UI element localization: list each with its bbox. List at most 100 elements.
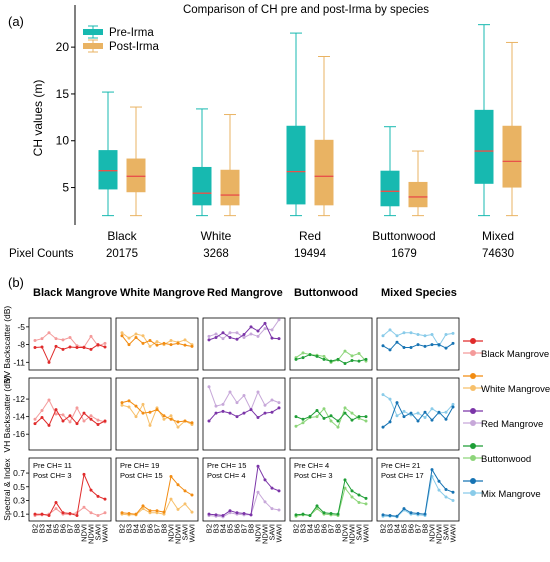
- series-point-post: [148, 423, 152, 427]
- series-point-post: [141, 402, 145, 406]
- x-tick-label: NDVI: [167, 524, 176, 542]
- series-point-post: [47, 331, 51, 335]
- x-tick-label: WAVI: [275, 524, 284, 542]
- series-point-pre: [364, 357, 368, 361]
- series-point-pre: [40, 416, 44, 420]
- series-point-post: [33, 338, 37, 342]
- series-point-pre: [381, 513, 385, 517]
- series-point-post: [277, 508, 281, 512]
- series-point-pre: [364, 496, 368, 500]
- panel-b-label: (b): [8, 275, 24, 290]
- series-point-post: [343, 349, 347, 353]
- series-point-post: [214, 332, 218, 336]
- series-point-pre: [249, 408, 253, 412]
- series-point-post: [402, 409, 406, 413]
- x-tick-label: B3: [299, 524, 308, 533]
- series-point-post: [444, 495, 448, 499]
- series-point-pre: [242, 411, 246, 415]
- series-point-pre: [263, 321, 267, 325]
- series-point-pre: [68, 414, 72, 418]
- series-point-post: [183, 338, 187, 342]
- series-point-post: [270, 507, 274, 511]
- series-point-post: [103, 511, 107, 515]
- series-point-pre: [141, 504, 145, 508]
- series-point-pre: [183, 489, 187, 493]
- subplot-r1-c4: [376, 377, 460, 451]
- series-point-pre: [315, 504, 319, 508]
- series-point-post: [68, 336, 72, 339]
- box-body: [220, 169, 240, 206]
- x-tick-label: NDVI: [254, 524, 263, 542]
- x-tick-label: B5: [400, 524, 409, 533]
- pixel-counts-label: Pixel Counts: [9, 248, 74, 260]
- series-point-post: [277, 401, 281, 405]
- series-point-post: [444, 333, 448, 337]
- series-point-post: [350, 495, 354, 499]
- box-post: [126, 106, 146, 217]
- series-point-pre: [308, 353, 312, 357]
- series-point-pre: [33, 512, 37, 516]
- x-tick-label: B6: [233, 524, 242, 533]
- x-tick-label: B6: [146, 524, 155, 533]
- series-point-post: [364, 502, 368, 506]
- series-point-pre: [169, 417, 173, 421]
- series-point-post: [242, 394, 246, 398]
- series-point-pre: [127, 511, 131, 515]
- x-tick-label: B8: [334, 524, 343, 533]
- series-point-post: [301, 421, 305, 425]
- x-tick-label: B2: [379, 524, 388, 533]
- x-tick-label: B3: [125, 524, 134, 533]
- series-point-post: [364, 419, 368, 423]
- series-point-post: [82, 419, 86, 423]
- series-point-post: [169, 497, 173, 501]
- series-point-post: [249, 332, 253, 336]
- series-point-post: [183, 502, 187, 506]
- series-point-post: [162, 512, 166, 516]
- x-tick-label: B7: [153, 524, 162, 533]
- series-point-pre: [96, 494, 100, 498]
- series-line-pre: [121, 475, 193, 515]
- column-title: White Mangrove: [120, 287, 205, 299]
- series-point-post: [416, 411, 420, 415]
- series-point-pre: [329, 359, 333, 363]
- series-point-post: [451, 402, 455, 406]
- pre-ch-label: Pre CH= 21: [381, 461, 420, 470]
- series-point-pre: [357, 359, 361, 363]
- post-ch-label: Post CH= 15: [120, 471, 163, 480]
- post-ch-label: Post CH= 17: [381, 471, 424, 480]
- legend-marker-pre: [470, 443, 476, 449]
- legend-marker-post: [470, 490, 476, 496]
- series-point-post: [388, 328, 392, 332]
- series-point-pre: [207, 419, 211, 423]
- series-point-pre: [308, 514, 312, 518]
- series-point-pre: [357, 493, 361, 497]
- series-point-pre: [329, 511, 333, 515]
- box-pre: [192, 108, 212, 217]
- series-point-pre: [103, 497, 107, 501]
- box-post: [220, 114, 240, 217]
- series-point-post: [148, 344, 152, 348]
- series-point-pre: [451, 341, 455, 345]
- series-point-pre: [183, 343, 187, 347]
- series-point-pre: [322, 511, 326, 515]
- series-point-pre: [82, 346, 86, 350]
- series-point-post: [357, 351, 361, 355]
- x-tick-label: NDVI: [428, 524, 437, 542]
- x-tick-label: B2: [118, 524, 127, 533]
- series-point-pre: [40, 512, 44, 516]
- series-point-post: [350, 411, 354, 415]
- series-point-pre: [416, 511, 420, 515]
- pixel-count-value: 3268: [203, 248, 229, 260]
- series-point-pre: [256, 329, 260, 333]
- subplot-r0-c1: [115, 317, 199, 371]
- series-point-post: [256, 390, 260, 394]
- series-point-post: [423, 416, 427, 420]
- x-tick-label: B6: [320, 524, 329, 533]
- series-point-pre: [148, 410, 152, 414]
- series-point-pre: [61, 347, 65, 351]
- series-point-post: [322, 407, 326, 411]
- series-point-pre: [322, 357, 326, 361]
- series-point-pre: [242, 333, 246, 337]
- x-tick-label: B4: [45, 524, 54, 533]
